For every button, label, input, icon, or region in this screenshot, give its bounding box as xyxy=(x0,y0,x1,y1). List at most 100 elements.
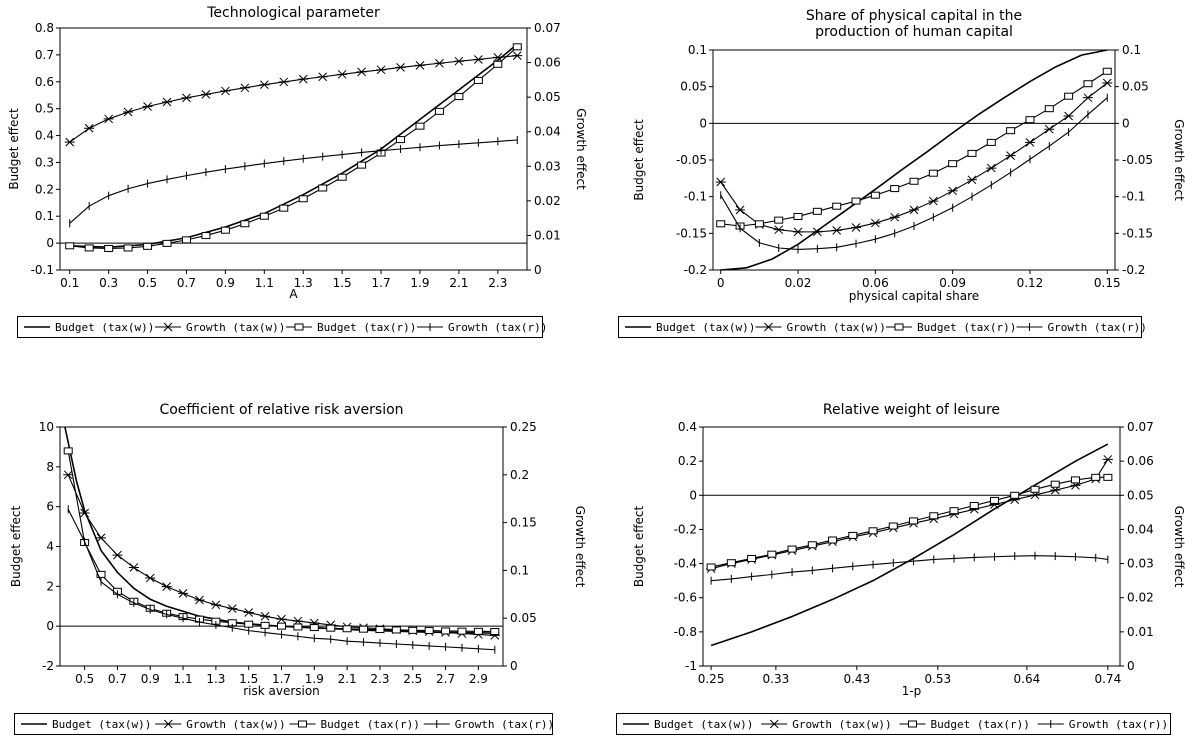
data-point xyxy=(716,220,726,228)
y-tick-label: 0.4 xyxy=(678,420,697,434)
data-point xyxy=(870,218,881,228)
legend-swatch-marker xyxy=(163,322,173,332)
data-point xyxy=(828,536,838,544)
legend-label: Growth (tax(r)) xyxy=(1069,718,1168,731)
data-point xyxy=(1070,476,1080,484)
x-tick-label: 0 xyxy=(717,276,725,290)
y-tick-label: 0.2 xyxy=(678,454,697,468)
data-point xyxy=(1103,473,1113,481)
data-point xyxy=(318,184,328,192)
y2-tick-label: 0.15 xyxy=(510,516,537,530)
y2-tick-label: 0.03 xyxy=(534,159,561,173)
x-tick-label: 0.12 xyxy=(1017,276,1044,290)
data-point xyxy=(210,600,221,610)
y-tick-label: 0.05 xyxy=(680,80,707,94)
data-point xyxy=(145,573,156,583)
legend-swatch-marker xyxy=(298,720,307,728)
plot-frame xyxy=(702,426,1121,667)
x-tick-label: 1.3 xyxy=(206,672,225,686)
legend-canvas: Budget (tax(w)) Growth (tax(w)) Budget (ta… xyxy=(24,321,547,334)
data-point xyxy=(929,512,939,520)
x-tick-label: 1.3 xyxy=(294,276,313,290)
data-point xyxy=(706,563,716,571)
y-tick-label: 0 xyxy=(46,619,54,633)
x-axis-label: risk aversion xyxy=(243,684,320,698)
data-point xyxy=(851,197,861,205)
data-point xyxy=(227,604,238,613)
y-tick-label: 4 xyxy=(46,540,54,554)
data-point xyxy=(375,626,385,634)
y2-tick-label: 0.06 xyxy=(534,56,561,70)
chart-title-line: Share of physical capital in the xyxy=(806,8,1022,24)
series-budget-tax-r xyxy=(63,447,500,636)
data-point xyxy=(63,447,73,455)
legend-swatch-marker xyxy=(769,719,780,729)
y2-tick-label: 0.05 xyxy=(534,90,561,104)
data-point xyxy=(181,236,191,244)
data-point xyxy=(342,625,352,633)
chart-technological-parameter: Technological parameter -0.1 0 0.1 0.2 0.3 0.4… xyxy=(7,5,588,301)
data-point xyxy=(123,107,134,117)
x-tick-label: 0.3 xyxy=(99,276,118,290)
chart-risk-aversion: Coefficient of relative risk aversion -2 0… xyxy=(9,402,587,698)
y-tick-label: -1 xyxy=(685,659,697,673)
series-budget-tax-r xyxy=(716,67,1112,230)
y-axis-label: Budget effect xyxy=(632,506,646,588)
x-tick-label: 2.5 xyxy=(403,672,422,686)
data-point xyxy=(194,595,205,605)
data-point xyxy=(279,204,289,212)
y2-tick-label: 0.06 xyxy=(1127,454,1154,468)
legend-item-budget-tax-w: Budget (tax(w)) xyxy=(24,321,154,334)
data-point xyxy=(735,205,746,215)
x-tick-label: 1.5 xyxy=(239,672,258,686)
data-point xyxy=(807,541,817,549)
data-point xyxy=(239,83,250,93)
legend-item-growth-tax-w: Growth (tax(w)) xyxy=(155,321,285,334)
x-tick-label: 0.5 xyxy=(75,672,94,686)
y-tick-label: 0 xyxy=(689,488,697,502)
data-point xyxy=(79,508,90,518)
y2-tick-label: 0.05 xyxy=(1127,488,1154,502)
legend-item-budget-tax-w: Budget (tax(w)) xyxy=(21,718,151,731)
data-point xyxy=(298,74,309,84)
data-point xyxy=(1083,80,1093,88)
x-tick-label: 0.9 xyxy=(141,672,160,686)
y-tick-label: -0.2 xyxy=(684,263,707,277)
data-point xyxy=(928,169,938,177)
data-point xyxy=(832,202,842,210)
y2-tick-label: 0.01 xyxy=(1127,625,1154,639)
data-point xyxy=(181,93,192,103)
data-point xyxy=(969,502,979,510)
legend-item-budget-tax-r: Budget (tax(r)) xyxy=(286,321,416,334)
y-tick-label: 0.4 xyxy=(35,129,54,143)
x-axis-label: A xyxy=(289,287,298,301)
series-line-budget-tax-w xyxy=(69,43,518,248)
data-point xyxy=(889,212,900,222)
x-tick-label: 2.1 xyxy=(338,672,357,686)
y2-tick-label: 0.07 xyxy=(1127,420,1154,434)
y-tick-label: -0.8 xyxy=(674,625,697,639)
data-point xyxy=(298,195,308,203)
data-point xyxy=(259,80,270,90)
y-tick-label: 0.8 xyxy=(35,21,54,35)
data-point xyxy=(890,185,900,193)
y-axis-label: Budget effect xyxy=(9,506,23,588)
x-tick-label: 2.3 xyxy=(488,276,507,290)
data-point xyxy=(888,522,898,530)
data-point xyxy=(243,608,254,617)
data-point xyxy=(434,107,444,115)
series-line-budget-tax-r xyxy=(69,46,518,250)
y2-tick-label: 0.05 xyxy=(1122,80,1149,94)
data-point xyxy=(787,545,797,553)
chart-physical-capital-share: Share of physical capital in theproducti… xyxy=(632,8,1185,303)
plot-frame xyxy=(59,426,504,667)
legend-item-growth-tax-r: Growth (tax(r)) xyxy=(1016,321,1147,334)
data-point xyxy=(1006,127,1016,135)
data-point xyxy=(989,496,999,504)
legend-swatch-marker xyxy=(163,719,174,729)
data-point xyxy=(986,138,996,146)
series-budget-tax-r xyxy=(65,43,522,252)
data-point xyxy=(848,531,858,539)
x-tick-label: 0.33 xyxy=(763,672,790,686)
x-tick-label: 2.3 xyxy=(370,672,389,686)
